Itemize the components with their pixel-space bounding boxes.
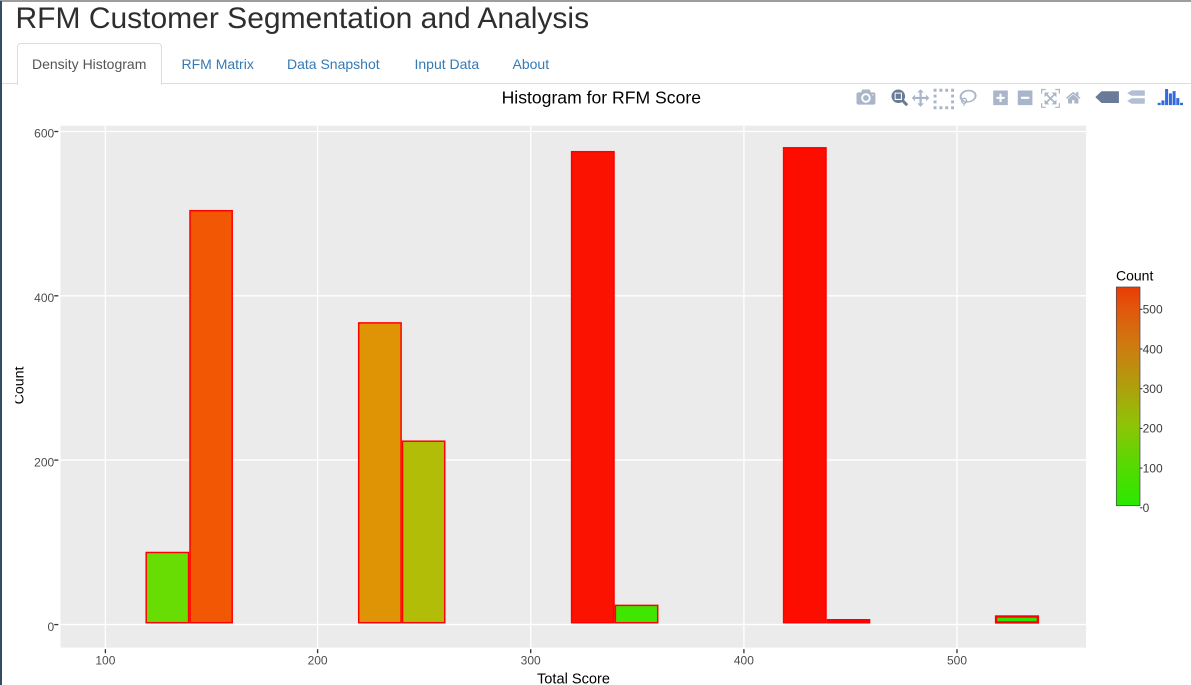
svg-text:Count: Count (1116, 268, 1153, 284)
svg-text:Histogram for RFM Score: Histogram for RFM Score (502, 87, 701, 107)
svg-text:500: 500 (947, 654, 967, 668)
svg-text:0: 0 (1143, 501, 1150, 515)
svg-text:400: 400 (34, 291, 54, 305)
svg-text:300: 300 (521, 654, 541, 668)
svg-text:100: 100 (1143, 461, 1163, 475)
svg-text:300: 300 (1143, 382, 1163, 396)
svg-text:Total Score: Total Score (537, 672, 610, 685)
svg-text:600: 600 (34, 127, 54, 141)
svg-text:100: 100 (95, 654, 115, 668)
svg-text:200: 200 (308, 654, 328, 668)
svg-text:400: 400 (1143, 342, 1163, 356)
svg-text:500: 500 (1143, 303, 1163, 317)
svg-text:0: 0 (48, 620, 55, 634)
svg-text:200: 200 (34, 455, 54, 469)
svg-text:200: 200 (1143, 422, 1163, 436)
svg-text:400: 400 (734, 654, 754, 668)
